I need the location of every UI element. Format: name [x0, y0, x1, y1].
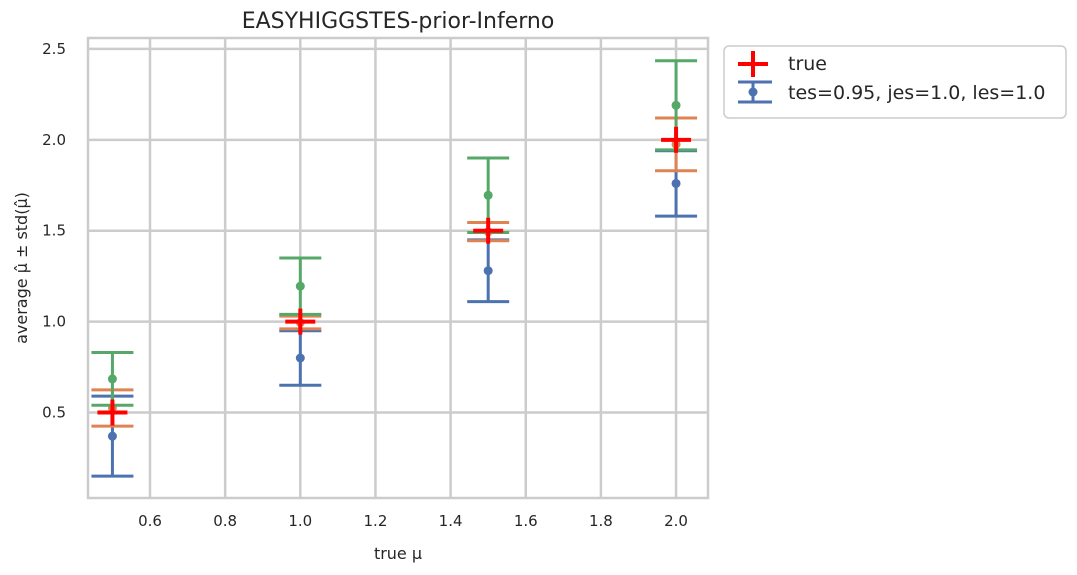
grid	[88, 38, 708, 498]
legend-series-marker	[738, 80, 772, 104]
legend: true tes=0.95, jes=1.0, les=1.0	[723, 45, 1067, 119]
x-tick-label: 1.4	[439, 512, 463, 530]
y-tick-label: 2.5	[42, 40, 66, 58]
x-axis-label: true μ	[374, 544, 422, 563]
x-tick-label: 1.6	[514, 512, 538, 530]
x-tick-label: 1.8	[589, 512, 613, 530]
y-tick-label: 1.0	[42, 313, 66, 331]
mean-point	[107, 374, 117, 384]
x-tick-label: 0.6	[138, 512, 162, 530]
mean-point	[107, 431, 117, 441]
series-1	[91, 116, 698, 428]
series-0	[91, 149, 698, 478]
legend-label-series: tes=0.95, jes=1.0, les=1.0	[788, 82, 1045, 104]
legend-box	[723, 45, 1067, 119]
legend-label-true: true	[788, 53, 827, 75]
legend-true-marker	[738, 51, 768, 77]
y-tick-label: 2.0	[42, 131, 66, 149]
x-tick-label: 1.0	[288, 512, 312, 530]
chart-title: EASYHIGGSTES-prior-Inferno	[242, 9, 555, 34]
y-axis-label: average μ̂ ± std(μ̂)	[12, 192, 31, 344]
x-tick-label: 0.8	[213, 512, 237, 530]
y-tick-label: 0.5	[42, 404, 66, 422]
plot-frame	[86, 36, 710, 500]
mean-point	[671, 178, 681, 188]
x-tick-labels: 0.6 0.8 1.0 1.2 1.4 1.6 1.8 2.0	[138, 512, 688, 530]
y-tick-label: 1.5	[42, 222, 66, 240]
series-2	[91, 59, 698, 407]
mean-point	[295, 353, 305, 363]
mean-point	[483, 190, 493, 200]
mean-point	[671, 100, 681, 110]
data-layer	[91, 59, 698, 478]
x-tick-label: 2.0	[664, 512, 688, 530]
mean-point	[295, 281, 305, 291]
y-tick-labels: 0.5 1.0 1.5 2.0 2.5	[42, 40, 66, 422]
mean-point	[483, 266, 493, 276]
true-markers	[97, 126, 692, 426]
x-tick-label: 1.2	[364, 512, 388, 530]
